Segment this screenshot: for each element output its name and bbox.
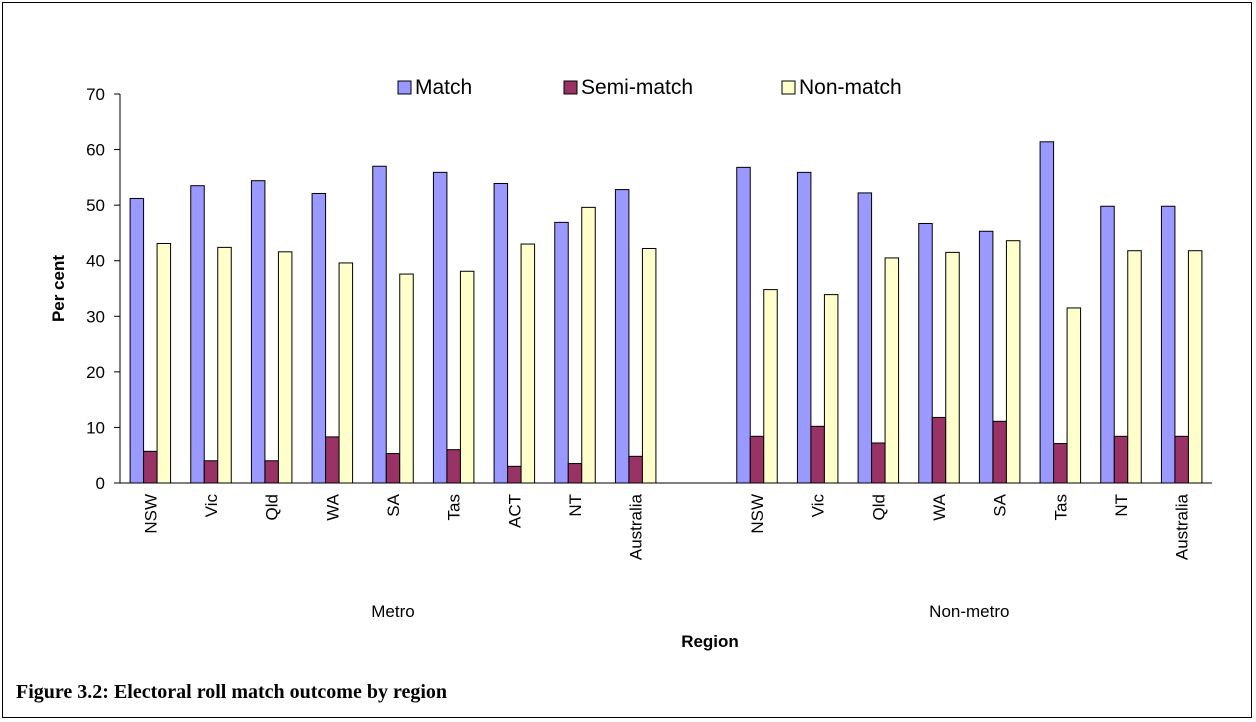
bar-non-match-metro-wa (338, 262, 354, 484)
x-group-label: Metro (371, 602, 414, 621)
bar-match-metro-tas (432, 171, 448, 484)
bar-match-non-metro-qld (857, 192, 873, 484)
x-group-label: Non-metro (929, 602, 1009, 621)
x-category-label: WA (323, 493, 342, 520)
x-category-label: Tas (1051, 494, 1070, 520)
bar-semi-match-non-metro-nt (1113, 435, 1129, 484)
bar-semi-match-metro-nsw (143, 450, 158, 484)
legend-swatch-match (397, 80, 412, 95)
bar-match-non-metro-vic (796, 171, 812, 484)
bar-match-metro-australia (614, 189, 630, 484)
figure-caption: Figure 3.2: Electoral roll match outcome… (16, 681, 448, 703)
bar-match-non-metro-wa (918, 222, 933, 484)
bar-semi-match-non-metro-nsw (749, 435, 765, 484)
bar-non-match-non-metro-vic (823, 294, 839, 484)
bar-semi-match-non-metro-australia (1174, 435, 1189, 484)
bar-non-match-non-metro-qld (884, 257, 900, 484)
y-tick-label: 0 (96, 474, 105, 493)
bar-non-match-non-metro-wa (945, 251, 960, 484)
bar-match-non-metro-sa (978, 230, 994, 484)
bar-match-non-metro-australia (1160, 205, 1176, 484)
bar-non-match-metro-tas (459, 270, 475, 484)
x-category-label: NT (1112, 494, 1131, 517)
x-category-label: Vic (809, 494, 828, 518)
bar-semi-match-non-metro-qld (871, 442, 886, 484)
bar-non-match-non-metro-tas (1066, 307, 1082, 484)
bar-match-metro-nsw (129, 197, 145, 484)
bar-non-match-non-metro-sa (1005, 240, 1021, 484)
bar-non-match-non-metro-nt (1127, 250, 1142, 484)
bar-non-match-metro-act (520, 243, 536, 484)
x-category-label: Qld (263, 494, 282, 520)
y-tick-label: 10 (86, 418, 105, 437)
x-category-label: Vic (202, 494, 221, 518)
bar-match-metro-sa (372, 165, 387, 484)
bar-semi-match-metro-australia (628, 455, 643, 484)
bar-non-match-metro-nt (581, 206, 596, 484)
bar-match-metro-nt (554, 221, 569, 484)
y-tick-label: 50 (86, 196, 105, 215)
bar-semi-match-metro-nt (567, 463, 583, 484)
bar-semi-match-metro-sa (385, 453, 401, 484)
legend-swatch-semi-match (563, 80, 578, 95)
bar-match-metro-vic (190, 185, 205, 484)
y-tick-label: 30 (86, 307, 105, 326)
y-tick-label: 40 (86, 252, 105, 271)
bar-match-non-metro-nt (1100, 205, 1115, 484)
x-category-label: Tas (445, 494, 464, 520)
x-category-label: Australia (1173, 493, 1192, 560)
x-category-label: Australia (627, 493, 646, 560)
x-category-label: WA (930, 493, 949, 520)
legend-label-semi-match: Semi-match (581, 76, 693, 99)
bar-match-metro-qld (250, 180, 266, 484)
bar-semi-match-metro-vic (203, 460, 219, 484)
x-category-label: ACT (505, 494, 524, 528)
bar-semi-match-metro-qld (264, 460, 279, 484)
bar-non-match-metro-qld (277, 251, 293, 484)
x-axis-title: Region (681, 632, 739, 651)
bar-semi-match-metro-act (507, 465, 522, 484)
bar-match-metro-wa (311, 192, 327, 484)
bar-semi-match-non-metro-sa (992, 420, 1007, 484)
bar-semi-match-non-metro-vic (810, 425, 825, 484)
y-tick-label: 20 (86, 363, 105, 382)
bar-non-match-metro-vic (217, 246, 232, 484)
bar-non-match-metro-australia (641, 247, 657, 484)
x-category-label: SA (384, 493, 403, 516)
bar-semi-match-non-metro-wa (931, 416, 947, 484)
x-category-label: NT (566, 494, 585, 517)
bar-semi-match-metro-tas (446, 449, 461, 484)
bar-non-match-non-metro-nsw (763, 289, 778, 484)
bar-match-non-metro-tas (1039, 141, 1055, 484)
bar-semi-match-metro-wa (325, 436, 340, 484)
bar-match-non-metro-nsw (736, 166, 751, 484)
legend-swatch-non-match (781, 80, 796, 95)
x-category-label: SA (991, 493, 1010, 516)
legend-label-match: Match (415, 76, 472, 99)
bar-semi-match-non-metro-tas (1053, 443, 1068, 484)
bar-match-metro-act (493, 182, 509, 484)
y-tick-label: 60 (86, 141, 105, 160)
bar-non-match-metro-nsw (156, 242, 172, 484)
bar-non-match-metro-sa (399, 273, 414, 484)
x-category-label: NSW (141, 494, 160, 534)
x-category-label: Qld (869, 494, 888, 520)
y-axis-title: Per cent (49, 255, 68, 322)
bar-non-match-non-metro-australia (1187, 250, 1203, 484)
x-category-label: NSW (748, 494, 767, 534)
y-tick-label: 70 (86, 85, 105, 104)
legend-label-non-match: Non-match (799, 76, 902, 99)
